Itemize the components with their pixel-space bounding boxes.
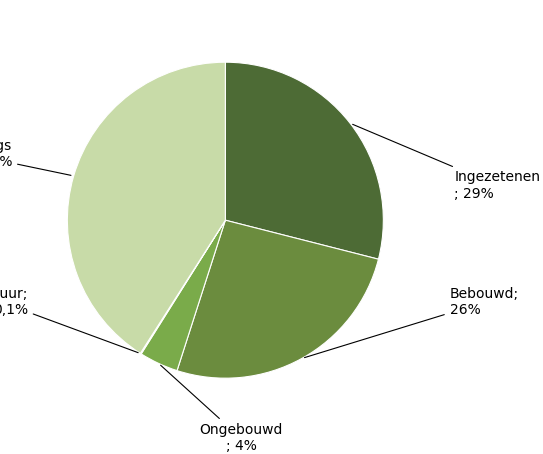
Wedge shape [177,220,378,378]
Text: Ingezetenen
; 29%: Ingezetenen ; 29% [352,124,540,201]
Text: Ongebouwd
; 4%: Ongebouwd ; 4% [161,365,283,453]
Wedge shape [140,220,225,354]
Wedge shape [67,62,225,353]
Wedge shape [141,220,225,370]
Text: Bebouwd;
26%: Bebouwd; 26% [305,287,519,358]
Wedge shape [225,62,383,259]
Text: Natuur;
0,1%: Natuur; 0,1% [0,287,138,353]
Text: Zuiverings
heffing; 41%: Zuiverings heffing; 41% [0,139,71,175]
